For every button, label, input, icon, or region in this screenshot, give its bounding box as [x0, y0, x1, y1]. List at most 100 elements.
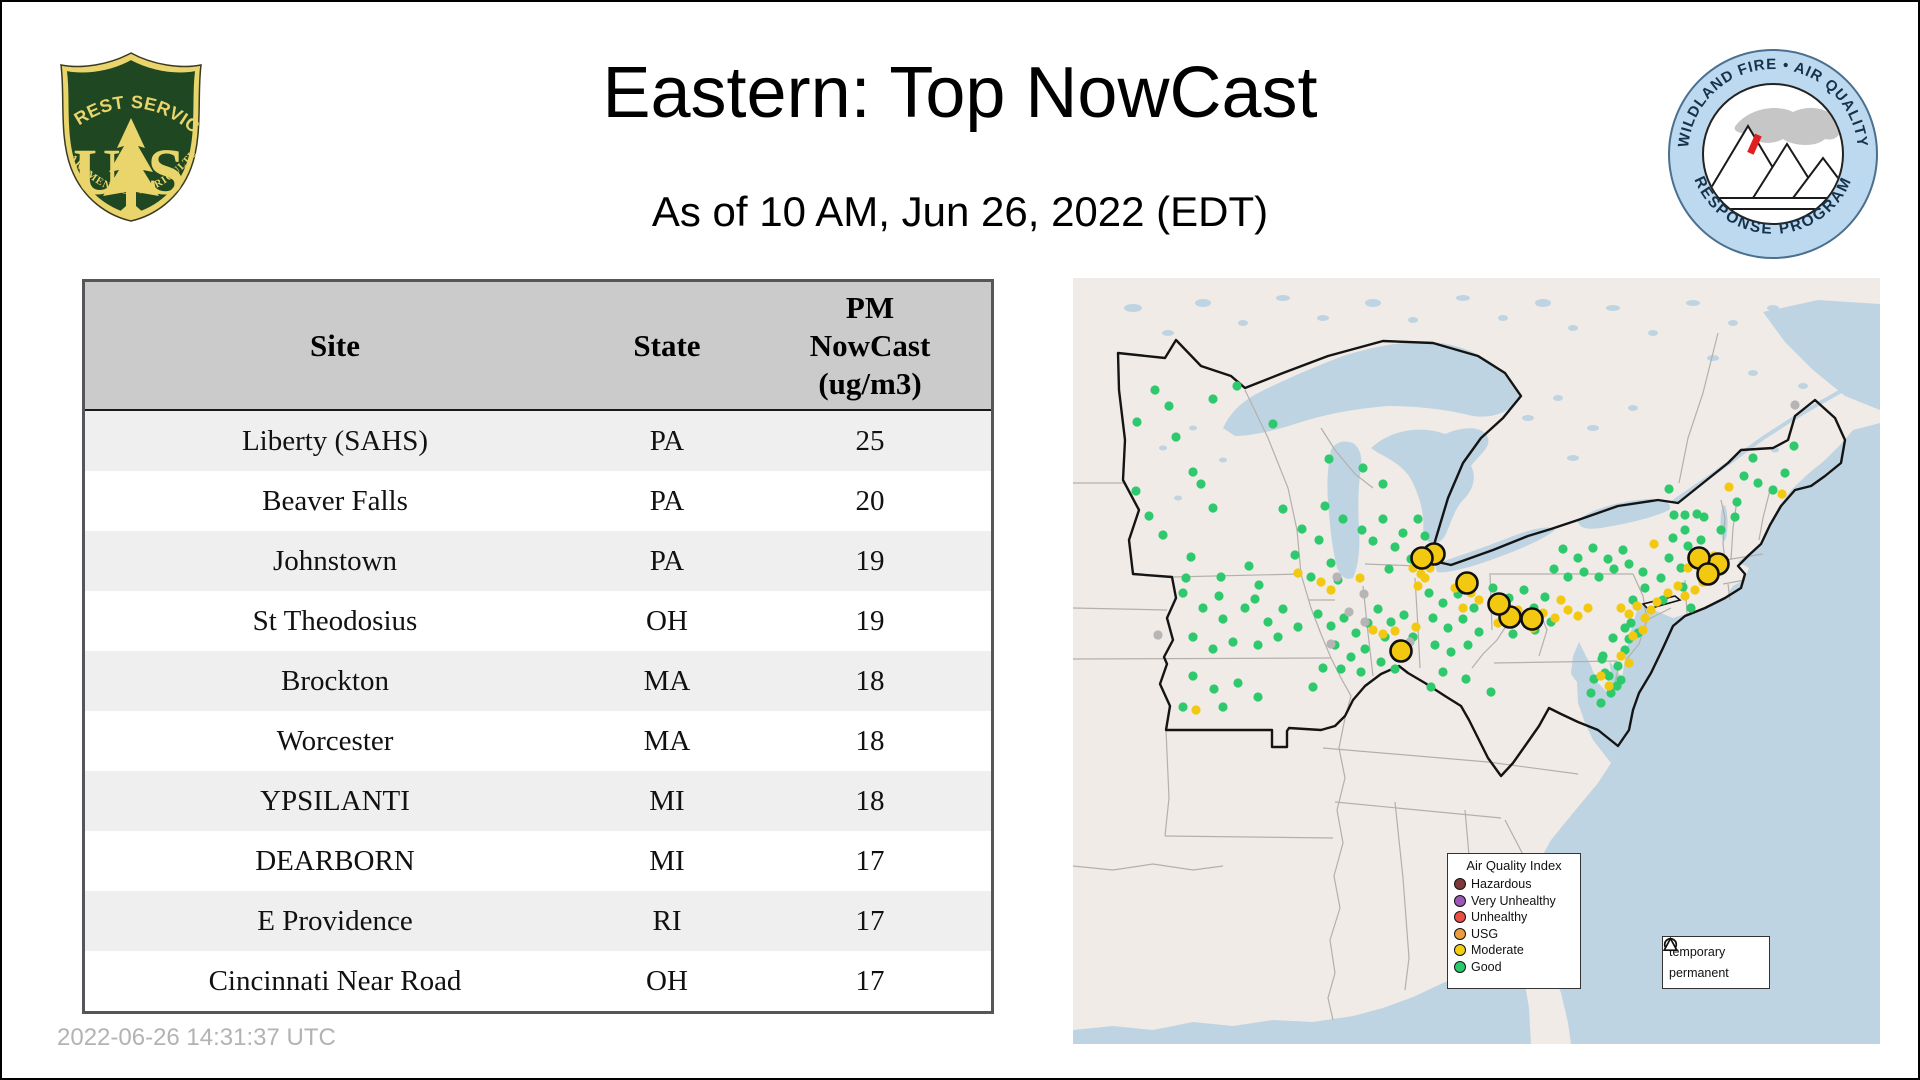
forest-service-logo: FOREST SERVICE U S DEPARTMENT OF AGRICUL… [47, 48, 203, 222]
state-borders [1073, 332, 1771, 1021]
wfaqrp-logo: WILDLAND FIRE • AIR QUALITY RESPONSE PRO… [1668, 49, 1878, 259]
top-nowcast-table: Site State PM NowCast (ug/m3) Liberty (S… [82, 279, 994, 1014]
monitor-dot [1326, 639, 1336, 649]
monitor-dot [1608, 633, 1618, 643]
site-cell: Cincinnati Near Road [85, 951, 585, 1011]
monitor-dot [1316, 577, 1326, 587]
monitor-dot [1253, 692, 1263, 702]
aqi-legend-label: USG [1471, 926, 1499, 941]
table-row: YPSILANTI MI 18 [85, 771, 991, 831]
flame-mark [1747, 133, 1762, 155]
legend-item-permanent: permanent [1663, 937, 1763, 983]
monitor-dot [1378, 479, 1388, 489]
monitor-dot [1519, 585, 1529, 595]
monitor-dot [1461, 674, 1471, 684]
monitor-dot [1171, 432, 1181, 442]
page-subtitle: As of 10 AM, Jun 26, 2022 (EDT) [651, 188, 1269, 235]
monitor-dot [1356, 667, 1366, 677]
monitor-dot [1424, 588, 1434, 598]
monitor-dot [1196, 479, 1206, 489]
monitor-dot [1368, 625, 1378, 635]
monitor-dot [1188, 632, 1198, 642]
monitor-dot [1399, 610, 1409, 620]
monitor-dot [1318, 663, 1328, 673]
monitor-dot [1549, 564, 1559, 574]
value-cell: 19 [749, 531, 991, 591]
monitor-dot [1606, 688, 1616, 698]
monitor-dot [1324, 454, 1334, 464]
monitor-dot [1351, 628, 1361, 638]
site-cell: St Theodosius [85, 591, 585, 651]
monitor-dot [1596, 698, 1606, 708]
monitor-dot [1413, 581, 1423, 591]
monitor-dot [1378, 514, 1388, 524]
aqi-color-swatch [1454, 927, 1466, 940]
monitor-dot [1360, 617, 1370, 627]
monitor-dot [1612, 681, 1622, 691]
pine-tree-icon [103, 118, 159, 214]
value-cell: 18 [749, 771, 991, 831]
monitor-dot [1563, 605, 1573, 615]
table-row: Johnstown PA 19 [85, 531, 991, 591]
monitor-dot [1474, 595, 1484, 605]
monitor-dot [1218, 614, 1228, 624]
monitor-dot [1463, 640, 1473, 650]
site-cell: Liberty (SAHS) [85, 410, 585, 471]
monitor-dot [1188, 467, 1198, 477]
monitor-dot [1358, 463, 1368, 473]
monitor-dot [1188, 671, 1198, 681]
monitor-dot [1313, 609, 1323, 619]
monitor-dot [1680, 525, 1690, 535]
monitor-dot [1390, 542, 1400, 552]
monitor-dot [1293, 622, 1303, 632]
monitor-dot [1632, 601, 1642, 611]
monitor-dot [1178, 588, 1188, 598]
shield-letter-u: U [73, 136, 121, 209]
monitor-dot [1669, 510, 1679, 520]
monitor-dot [1253, 640, 1263, 650]
monitor-dot [1663, 588, 1673, 598]
monitor-dot [1603, 554, 1613, 564]
nodata-monitor-dots [1153, 400, 1800, 649]
legend-label-temporary: temporary [1669, 944, 1726, 959]
column-header-pm-nowcast: PM NowCast (ug/m3) [749, 282, 991, 411]
monitor-dot [1597, 654, 1607, 664]
table-row: Liberty (SAHS) PA 25 [85, 410, 991, 471]
table-body: Liberty (SAHS) PA 25 Beaver Falls PA 20 Johnst… [85, 410, 991, 1011]
monitor-dot [1131, 486, 1141, 496]
monitor-dot [1789, 441, 1799, 451]
top-site-marker [1696, 562, 1720, 586]
legend-item-temporary: temporary [1663, 937, 1763, 962]
marker-type-legend: temporary permanent [1662, 936, 1770, 989]
monitor-dot [1656, 573, 1666, 583]
monitor-dot [1438, 667, 1448, 677]
monitor-dot [1384, 564, 1394, 574]
monitor-dot [1508, 629, 1518, 639]
value-cell: 18 [749, 651, 991, 711]
site-cell: Johnstown [85, 531, 585, 591]
monitor-dot [1150, 385, 1160, 395]
monitor-dot [1777, 489, 1787, 499]
monitor-dot [1640, 613, 1650, 623]
legend-label-permanent: permanent [1669, 965, 1729, 980]
monitor-dot [1320, 501, 1330, 511]
monitor-dot [1293, 568, 1303, 578]
monitor-dot [1624, 609, 1634, 619]
site-cell: DEARBORN [85, 831, 585, 891]
smoke-cloud [1734, 107, 1841, 146]
monitor-dot [1214, 591, 1224, 601]
state-cell: MA [585, 651, 749, 711]
aqi-legend-title: Air Quality Index [1466, 858, 1562, 873]
monitor-dot [1338, 514, 1348, 524]
monitor-dot [1469, 603, 1479, 613]
monitor-dot [1596, 671, 1606, 681]
monitor-dot [1458, 603, 1468, 613]
monitor-dot [1326, 621, 1336, 631]
monitor-dot [1344, 607, 1354, 617]
table-row: St Theodosius OH 19 [85, 591, 991, 651]
monitor-dot [1638, 625, 1648, 635]
monitor-dot [1649, 539, 1659, 549]
aqi-legend-label: Hazardous [1471, 877, 1532, 892]
monitor-dot [1676, 563, 1686, 573]
monitor-dot [1732, 497, 1742, 507]
